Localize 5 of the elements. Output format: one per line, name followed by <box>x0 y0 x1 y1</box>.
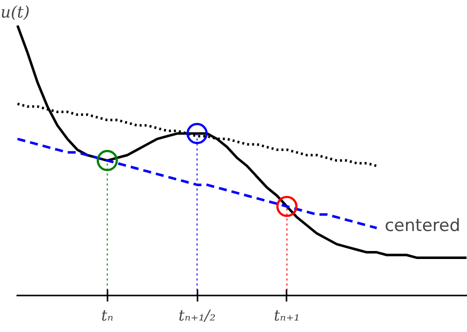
x-tick-label: tₙ₊₁ <box>274 306 300 324</box>
x-tick-label: tₙ₊₁/₂ <box>178 306 216 324</box>
series-label: centered <box>384 216 460 236</box>
y-axis-title: u(t) <box>0 2 30 22</box>
x-tick-label: tₙ <box>101 306 114 324</box>
